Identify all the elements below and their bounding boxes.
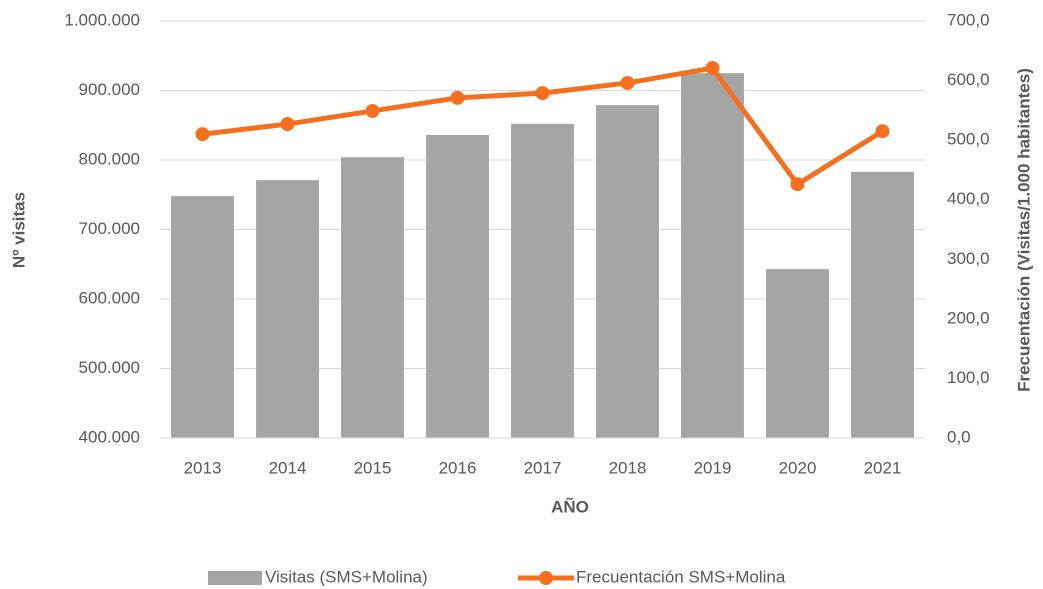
y-tick-label: 400.000 — [79, 427, 140, 446]
y2-tick-label: 0,0 — [947, 427, 971, 446]
x-axis-title: AÑO — [551, 496, 589, 516]
marker — [705, 61, 720, 76]
marker — [535, 86, 550, 101]
y-tick-label: 800.000 — [79, 149, 140, 168]
bar — [511, 123, 574, 439]
legend-label: Frecuentación SMS+Molina — [576, 567, 786, 586]
marker — [450, 90, 465, 105]
y2-tick-label: 200,0 — [947, 308, 990, 327]
bar — [256, 180, 319, 438]
marker — [280, 117, 295, 132]
x-tick-label: 2019 — [694, 458, 732, 477]
x-tick-label: 2013 — [184, 458, 222, 477]
y2-axis-title: Frecuentación (Visitas/1.000 habitantes) — [1014, 68, 1033, 392]
x-tick-label: 2017 — [524, 458, 562, 477]
y-tick-label: 1.000.000 — [64, 10, 140, 29]
bar — [426, 134, 489, 439]
y-tick-label: 500.000 — [79, 358, 140, 377]
x-tick-label: 2015 — [354, 458, 392, 477]
x-tick-label: 2020 — [779, 458, 817, 477]
y-tick-label: 600.000 — [79, 288, 140, 307]
marker — [195, 127, 210, 142]
bar — [681, 73, 744, 438]
marker — [875, 124, 890, 139]
legend-marker — [539, 571, 553, 585]
y2-tick-label: 100,0 — [947, 368, 990, 387]
y2-tick-label: 400,0 — [947, 189, 990, 208]
y2-tick-label: 600,0 — [947, 70, 990, 89]
legend-swatch — [208, 571, 262, 585]
y2-tick-label: 700,0 — [947, 10, 990, 29]
marker — [620, 75, 635, 90]
x-tick-label: 2014 — [269, 458, 307, 477]
x-tick-label: 2016 — [439, 458, 477, 477]
y2-tick-label: 500,0 — [947, 130, 990, 149]
y-axis-title: Nº visitas — [9, 192, 28, 268]
x-tick-label: 2018 — [609, 458, 647, 477]
y-tick-label: 900.000 — [79, 80, 140, 99]
bar — [596, 105, 659, 438]
bar — [766, 269, 829, 438]
y-tick-label: 700.000 — [79, 219, 140, 238]
bar — [341, 157, 404, 438]
marker — [790, 177, 805, 192]
marker — [365, 103, 380, 118]
y2-tick-label: 300,0 — [947, 249, 990, 268]
bar — [171, 196, 234, 438]
legend-label: Visitas (SMS+Molina) — [265, 567, 428, 586]
bar — [851, 171, 914, 438]
x-tick-label: 2021 — [864, 458, 902, 477]
